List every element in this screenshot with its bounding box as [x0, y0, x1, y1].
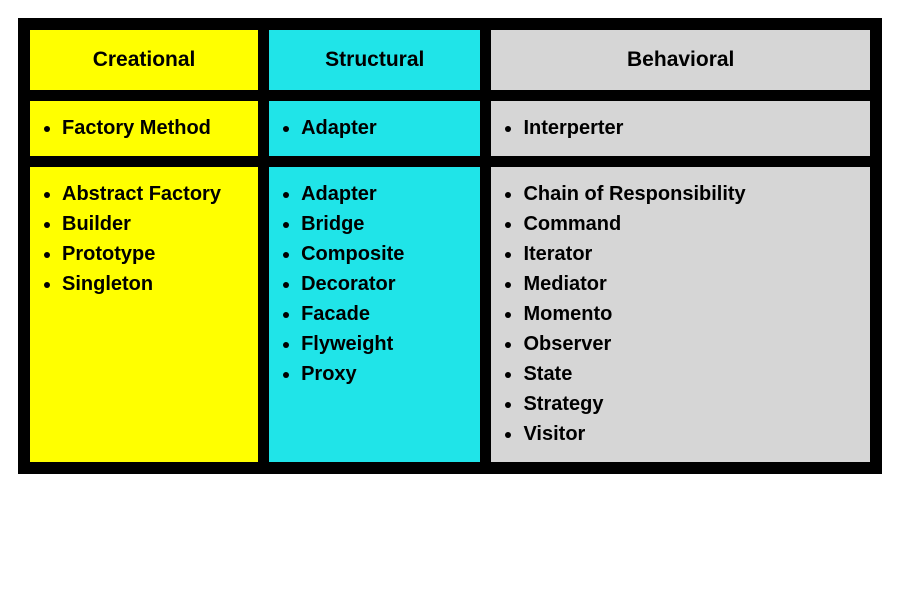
- pattern-list: Interperter: [503, 115, 858, 142]
- list-item: Command: [523, 211, 858, 238]
- list-item: Chain of Responsibility: [523, 181, 858, 208]
- list-item: Proxy: [301, 361, 468, 388]
- list-item: Iterator: [523, 241, 858, 268]
- list-item: Facade: [301, 301, 468, 328]
- list-item: State: [523, 361, 858, 388]
- list-item: Observer: [523, 331, 858, 358]
- list-item: Flyweight: [301, 331, 468, 358]
- pattern-list: Adapter: [281, 115, 468, 142]
- pattern-list: Adapter Bridge Composite Decorator Facad…: [281, 181, 468, 388]
- cell-creational-row1: Factory Method: [27, 98, 261, 159]
- list-item: Singleton: [62, 271, 246, 298]
- pattern-list: Abstract Factory Builder Prototype Singl…: [42, 181, 246, 298]
- list-item: Builder: [62, 211, 246, 238]
- list-item: Adapter: [301, 181, 468, 208]
- table-row: Abstract Factory Builder Prototype Singl…: [27, 164, 873, 465]
- list-item: Adapter: [301, 115, 468, 142]
- column-header-creational: Creational: [27, 27, 261, 93]
- cell-behavioral-row1: Interperter: [488, 98, 873, 159]
- list-item: Prototype: [62, 241, 246, 268]
- column-header-structural: Structural: [266, 27, 483, 93]
- list-item: Composite: [301, 241, 468, 268]
- cell-structural-row1: Adapter: [266, 98, 483, 159]
- column-header-behavioral: Behavioral: [488, 27, 873, 93]
- cell-structural-row2: Adapter Bridge Composite Decorator Facad…: [266, 164, 483, 465]
- cell-behavioral-row2: Chain of Responsibility Command Iterator…: [488, 164, 873, 465]
- list-item: Decorator: [301, 271, 468, 298]
- design-patterns-table: Creational Structural Behavioral Factory…: [18, 18, 882, 474]
- list-item: Bridge: [301, 211, 468, 238]
- list-item: Strategy: [523, 391, 858, 418]
- table-row: Factory Method Adapter Interperter: [27, 98, 873, 159]
- list-item: Interperter: [523, 115, 858, 142]
- list-item: Abstract Factory: [62, 181, 246, 208]
- list-item: Factory Method: [62, 115, 246, 142]
- list-item: Momento: [523, 301, 858, 328]
- cell-creational-row2: Abstract Factory Builder Prototype Singl…: [27, 164, 261, 465]
- pattern-list: Chain of Responsibility Command Iterator…: [503, 181, 858, 448]
- list-item: Mediator: [523, 271, 858, 298]
- table-header-row: Creational Structural Behavioral: [27, 27, 873, 93]
- pattern-list: Factory Method: [42, 115, 246, 142]
- list-item: Visitor: [523, 421, 858, 448]
